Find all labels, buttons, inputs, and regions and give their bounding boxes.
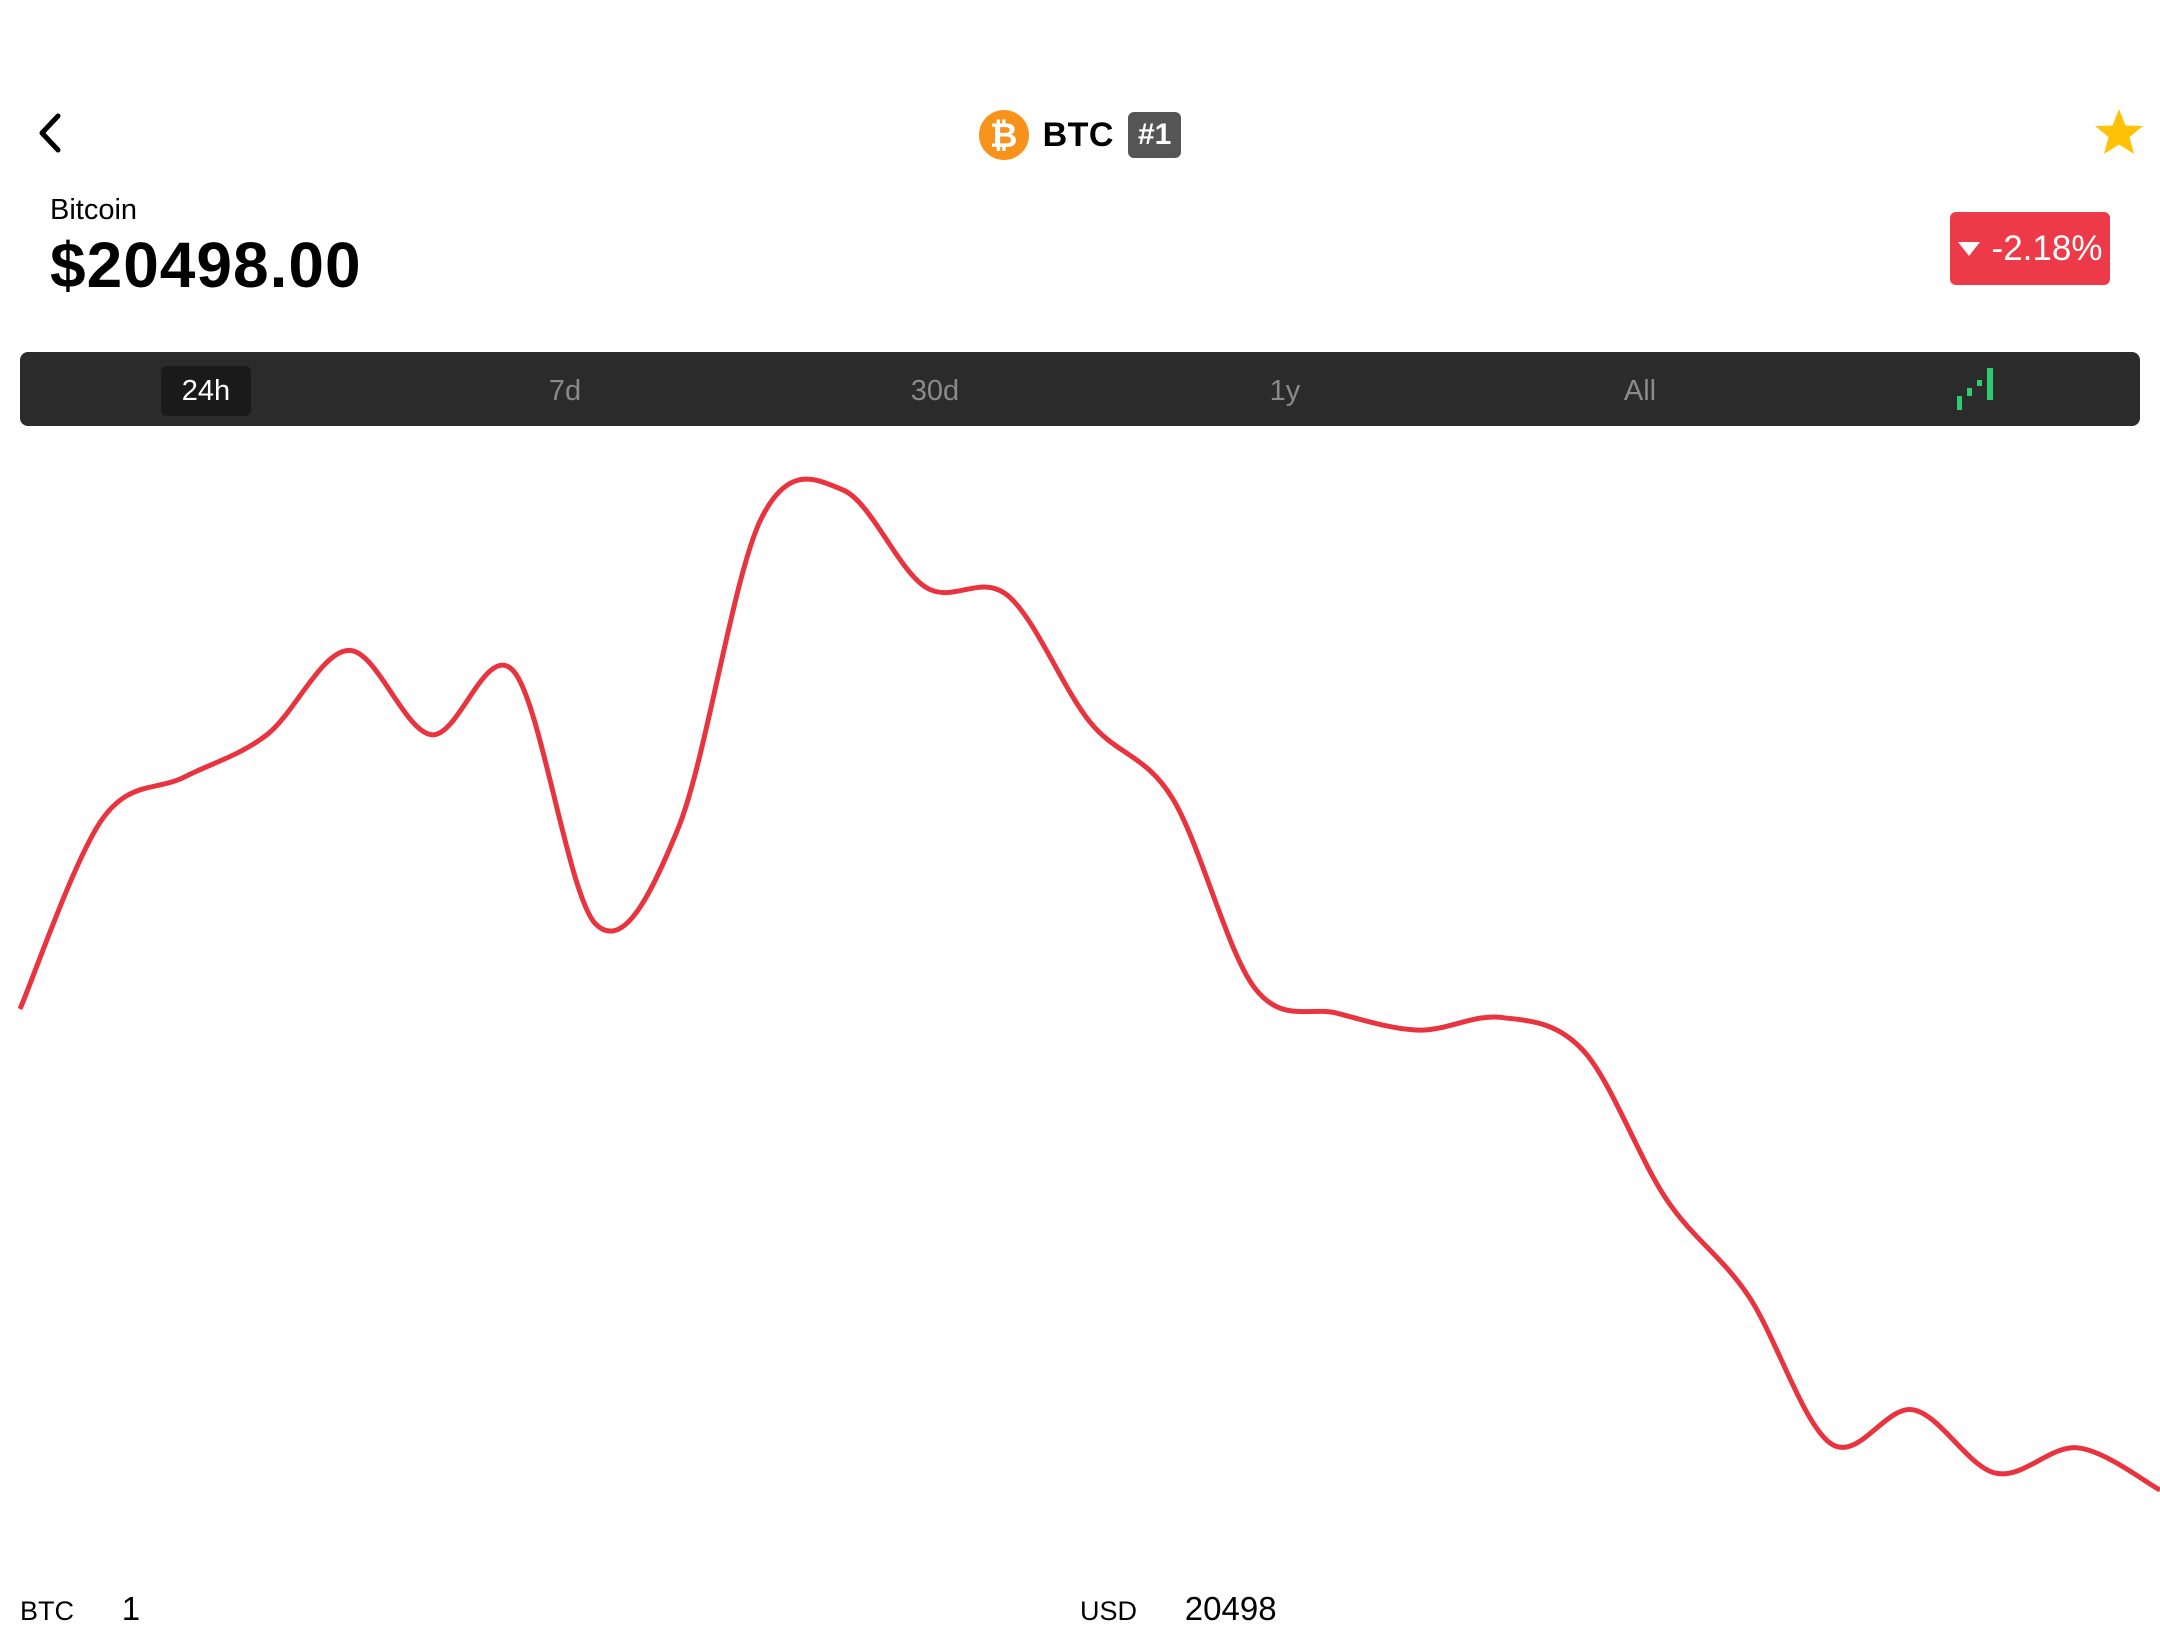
converter-from-input[interactable]: 1: [121, 1590, 141, 1627]
price-line-series: [17, 476, 2160, 1493]
tab-all[interactable]: All: [1623, 375, 1657, 407]
price-chart: [17, 476, 2160, 1493]
back-chevron-icon[interactable]: [26, 108, 76, 158]
tab-24h[interactable]: 24h: [161, 366, 251, 416]
bitcoin-logo: ₿: [978, 110, 1029, 160]
top-header: ₿ BTC #1: [0, 100, 2160, 170]
converter-to: USD 20498: [1080, 1590, 1277, 1628]
coin-price: $20498.00: [50, 229, 362, 301]
price-change-badge: -2.18%: [1950, 212, 2110, 285]
price-change-value: -2.18%: [1991, 228, 2103, 268]
converter-to-input[interactable]: 20498: [1184, 1590, 1277, 1627]
time-range-tabs: 24h 7d 30d 1y All: [20, 352, 2140, 426]
coin-symbol: BTC: [1042, 115, 1114, 154]
rank-badge: #1: [1128, 112, 1182, 158]
tab-1y[interactable]: 1y: [1269, 375, 1301, 407]
converter-from: BTC 1: [20, 1590, 140, 1628]
coin-title: ₿ BTC #1: [0, 108, 2160, 162]
star-icon[interactable]: [2092, 106, 2146, 160]
converter-from-label: BTC: [20, 1596, 74, 1626]
converter-to-label: USD: [1080, 1596, 1138, 1626]
tab-30d[interactable]: 30d: [910, 375, 960, 407]
coin-name: Bitcoin: [50, 194, 138, 226]
chart-type-toggle-icon[interactable]: [1955, 366, 1999, 410]
tab-7d[interactable]: 7d: [548, 375, 582, 407]
down-triangle-icon: [1957, 241, 1980, 256]
